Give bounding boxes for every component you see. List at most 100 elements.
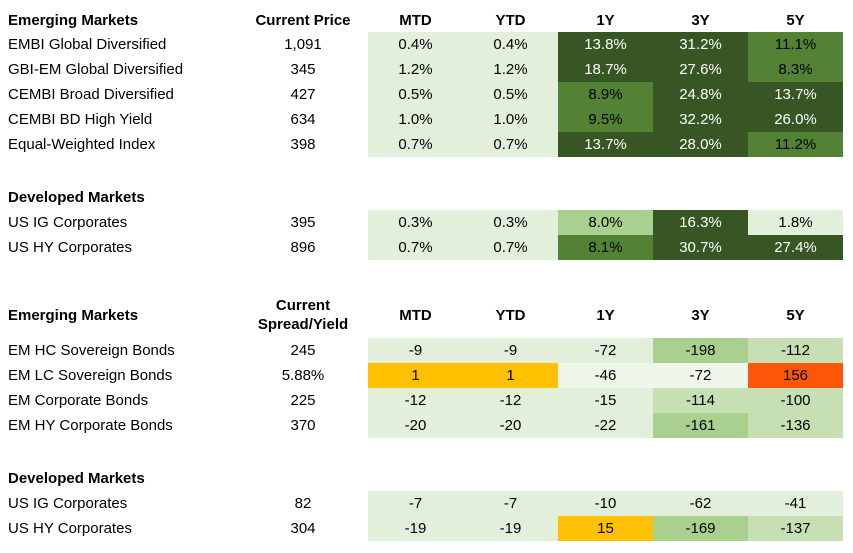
section-title-row: Developed Markets [8,185,843,210]
heat-cell: -161 [653,413,748,438]
row-label: GBI-EM Global Diversified [8,61,184,78]
table-row: US IG Corporates 395 0.3% 0.3% 8.0% 16.3% 1.8% [8,210,843,235]
row-label: US IG Corporates [8,214,128,231]
heat-cell: -22 [558,413,653,438]
heat-cell: -198 [653,338,748,363]
heat-cell: 11.2% [748,132,843,157]
table-row: EM HY Corporate Bonds 370 -20 -20 -22 -161 -13… [8,413,843,438]
row-label: Equal-Weighted Index [8,136,156,153]
table-row: EM LC Sovereign Bonds 5.88% 1 1 -46 -72 156 [8,363,843,388]
heat-cell: -137 [748,516,843,541]
heat-cell: 1.2% [368,57,463,82]
heat-cell: -9 [368,338,463,363]
heat-cell: 9.5% [558,107,653,132]
table-row: US HY Corporates 304 -19 -19 15 -169 -137 [8,516,843,541]
heat-cell: 1 [368,363,463,388]
heat-cell: 32.2% [653,107,748,132]
heat-cell: -114 [653,388,748,413]
value-header-line: Current Price [255,11,351,29]
spreads-table: Emerging Markets Current Spread/Yield MTD YT… [8,292,843,541]
header-row: Emerging Markets Current Spread/Yield MTD YT… [8,292,843,338]
heat-cell: -15 [558,388,653,413]
heat-cell: 16.3% [653,210,748,235]
heat-cell: 30.7% [653,235,748,260]
heat-cell: -7 [368,491,463,516]
current-value: 82 [294,495,312,512]
table-row: EMBI Global Diversified 1,091 0.4% 0.4% 13.8… [8,32,843,57]
section-gap [8,438,843,466]
period-header: MTD [399,306,432,324]
heat-cell: 1.0% [368,107,463,132]
heat-cell: 8.9% [558,82,653,107]
heat-cell: 8.1% [558,235,653,260]
heat-cell: -62 [653,491,748,516]
heat-cell: 0.7% [463,235,558,260]
period-header: 3Y [691,11,710,29]
heat-cell: 28.0% [653,132,748,157]
market-heatmap-report: Emerging Markets Current Price MTD YTD 1Y 3Y 5… [8,8,843,541]
row-label: CEMBI Broad Diversified [8,86,174,103]
value-column-header: Current Spread/Yield [238,292,368,338]
heat-cell: -12 [368,388,463,413]
current-value: 896 [290,239,316,256]
current-value: 634 [290,111,316,128]
current-value: 398 [290,136,316,153]
row-label: EM LC Sovereign Bonds [8,367,173,384]
period-header: YTD [495,306,526,324]
table-row: CEMBI BD High Yield 634 1.0% 1.0% 9.5% 32.2% 2… [8,107,843,132]
heat-cell: -20 [368,413,463,438]
heat-cell: -9 [463,338,558,363]
row-label: EMBI Global Diversified [8,36,167,53]
heat-cell: 156 [748,363,843,388]
heat-cell: 1 [463,363,558,388]
heat-cell: 1.8% [748,210,843,235]
heat-cell: 24.8% [653,82,748,107]
heat-cell: -72 [558,338,653,363]
table-row: EM Corporate Bonds 225 -12 -12 -15 -114 -100 [8,388,843,413]
value-column-header: Current Price [238,8,368,32]
heat-cell: 18.7% [558,57,653,82]
section-title: Developed Markets [8,189,145,206]
heat-cell: 8.0% [558,210,653,235]
heat-cell: -19 [368,516,463,541]
table-row: Equal-Weighted Index 398 0.7% 0.7% 13.7% 28.0… [8,132,843,157]
heat-cell: 0.7% [463,132,558,157]
table-row: US HY Corporates 896 0.7% 0.7% 8.1% 30.7% 27.4… [8,235,843,260]
heat-cell: -46 [558,363,653,388]
row-label: US HY Corporates [8,239,132,256]
heat-cell: -41 [748,491,843,516]
heat-cell: 13.7% [748,82,843,107]
heat-cell: 27.4% [748,235,843,260]
table-row: US IG Corporates 82 -7 -7 -10 -62 -41 [8,491,843,516]
heat-cell: -112 [748,338,843,363]
heat-cell: 0.3% [368,210,463,235]
heat-cell: 0.4% [368,32,463,57]
heat-cell: -136 [748,413,843,438]
current-value: 427 [290,86,316,103]
row-label: EM Corporate Bonds [8,392,149,409]
section-title-row: Developed Markets [8,466,843,491]
returns-table: Emerging Markets Current Price MTD YTD 1Y 3Y 5… [8,8,843,260]
heat-cell: -72 [653,363,748,388]
heat-cell: -7 [463,491,558,516]
row-label: US IG Corporates [8,495,128,512]
heat-cell: -12 [463,388,558,413]
period-header: 1Y [596,11,615,29]
heat-cell: 15 [558,516,653,541]
heat-cell: 0.7% [368,235,463,260]
current-value: 1,091 [284,36,322,53]
heat-cell: 13.7% [558,132,653,157]
value-header-line: Spread/Yield [257,316,349,333]
heat-cell: 0.7% [368,132,463,157]
section-title: Developed Markets [8,470,145,487]
header-row: Emerging Markets Current Price MTD YTD 1Y 3Y 5… [8,8,843,32]
row-label: EM HY Corporate Bonds [8,417,173,434]
heat-cell: -20 [463,413,558,438]
heat-cell: -19 [463,516,558,541]
period-header: 3Y [691,306,710,324]
period-header: YTD [495,11,526,29]
section-title: Emerging Markets [8,11,139,29]
heat-cell: 0.5% [368,82,463,107]
heat-cell: 26.0% [748,107,843,132]
current-value: 225 [290,392,316,409]
